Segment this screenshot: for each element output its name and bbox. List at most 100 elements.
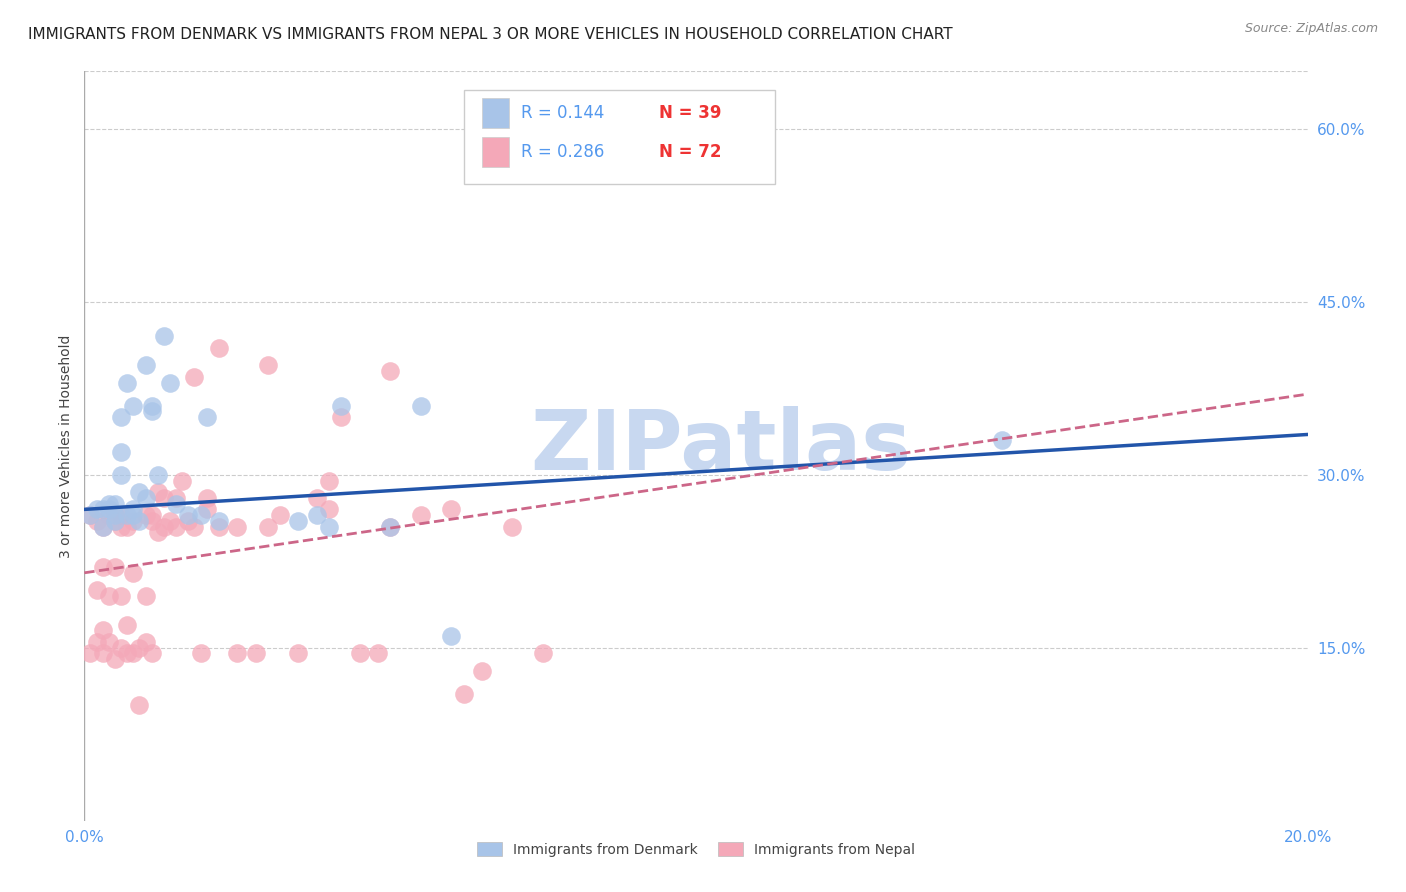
Point: [440, 502, 463, 516]
Point: [110, 508, 132, 523]
Point: [318, 519, 340, 533]
Point: [440, 629, 463, 643]
Point: [208, 341, 231, 355]
Point: [110, 589, 132, 603]
Point: [135, 508, 157, 523]
Point: [97, 497, 120, 511]
Point: [330, 410, 353, 425]
Point: [172, 474, 194, 488]
Text: ZIPatlas: ZIPatlas: [530, 406, 911, 486]
Point: [177, 508, 200, 523]
Point: [226, 519, 249, 533]
Point: [115, 376, 138, 390]
Point: [195, 410, 218, 425]
Point: [135, 589, 157, 603]
Point: [86, 635, 108, 649]
Point: [141, 399, 163, 413]
Point: [208, 519, 231, 533]
Text: N = 72: N = 72: [659, 143, 721, 161]
Point: [86, 583, 108, 598]
Point: [122, 647, 145, 661]
Point: [305, 491, 328, 505]
Point: [991, 434, 1014, 448]
Y-axis label: 3 or more Vehicles in Household: 3 or more Vehicles in Household: [59, 334, 73, 558]
Point: [122, 566, 145, 580]
Point: [153, 491, 176, 505]
Point: [287, 647, 309, 661]
Point: [453, 687, 475, 701]
Text: R = 0.286: R = 0.286: [522, 143, 605, 161]
Point: [190, 647, 212, 661]
Point: [146, 525, 169, 540]
Point: [146, 467, 169, 482]
Point: [245, 647, 267, 661]
Point: [115, 508, 138, 523]
Point: [531, 647, 554, 661]
Point: [471, 664, 494, 678]
Point: [115, 617, 138, 632]
Point: [97, 589, 120, 603]
Point: [122, 502, 145, 516]
Point: [318, 474, 340, 488]
Point: [128, 514, 150, 528]
Point: [159, 376, 181, 390]
Point: [146, 485, 169, 500]
Point: [135, 359, 157, 373]
Point: [104, 652, 127, 666]
Point: [141, 508, 163, 523]
Point: [79, 508, 101, 523]
Point: [86, 514, 108, 528]
Point: [91, 519, 114, 533]
Point: [110, 467, 132, 482]
Point: [135, 491, 157, 505]
Point: [380, 519, 402, 533]
Point: [165, 519, 187, 533]
Point: [165, 491, 187, 505]
Point: [97, 502, 120, 516]
Point: [502, 519, 524, 533]
Point: [330, 399, 353, 413]
Point: [305, 508, 328, 523]
Text: Source: ZipAtlas.com: Source: ZipAtlas.com: [1244, 22, 1378, 36]
Text: IMMIGRANTS FROM DENMARK VS IMMIGRANTS FROM NEPAL 3 OR MORE VEHICLES IN HOUSEHOLD: IMMIGRANTS FROM DENMARK VS IMMIGRANTS FR…: [28, 27, 953, 42]
Point: [104, 514, 127, 528]
Point: [104, 508, 127, 523]
Point: [91, 502, 114, 516]
Point: [141, 647, 163, 661]
Point: [91, 519, 114, 533]
Point: [104, 560, 127, 574]
Point: [110, 640, 132, 655]
Point: [195, 502, 218, 516]
Point: [257, 359, 280, 373]
Point: [128, 698, 150, 713]
Point: [110, 519, 132, 533]
Point: [183, 369, 205, 384]
Point: [165, 497, 187, 511]
Point: [79, 647, 101, 661]
Point: [79, 508, 101, 523]
Point: [104, 508, 127, 523]
Point: [91, 647, 114, 661]
Point: [104, 497, 127, 511]
Point: [153, 329, 176, 343]
Point: [91, 560, 114, 574]
Point: [183, 519, 205, 533]
Point: [177, 514, 200, 528]
Point: [562, 145, 585, 159]
Point: [257, 519, 280, 533]
Point: [115, 647, 138, 661]
Point: [195, 491, 218, 505]
Point: [122, 508, 145, 523]
FancyBboxPatch shape: [482, 98, 509, 128]
Point: [135, 635, 157, 649]
Point: [122, 399, 145, 413]
Point: [409, 399, 432, 413]
Point: [153, 519, 176, 533]
Point: [367, 647, 389, 661]
Point: [115, 519, 138, 533]
Point: [86, 502, 108, 516]
Point: [141, 404, 163, 418]
Point: [97, 508, 120, 523]
Point: [110, 444, 132, 458]
Point: [104, 514, 127, 528]
